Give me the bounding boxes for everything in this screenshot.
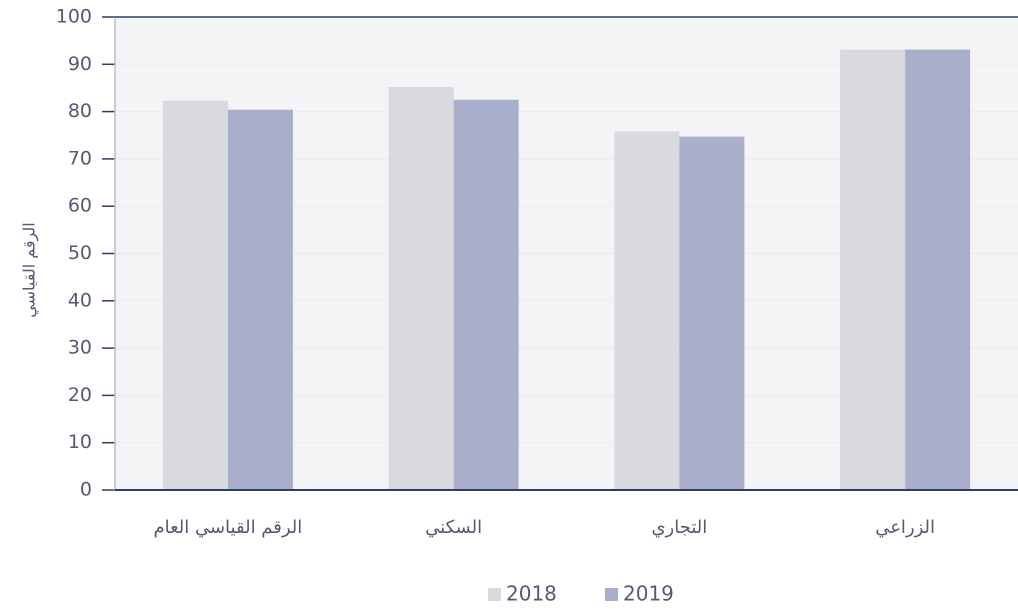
- bar: [227, 109, 293, 490]
- legend-label: 2018: [506, 582, 557, 606]
- bar: [614, 131, 680, 490]
- y-axis-label: الرقم القياسي: [20, 222, 40, 317]
- y-tick-label: 100: [56, 6, 92, 28]
- y-tick-label: 0: [80, 479, 92, 501]
- y-tick-label: 40: [68, 289, 92, 311]
- bar: [905, 49, 971, 491]
- y-tick-label: 20: [68, 384, 92, 406]
- y-tick-label: 10: [68, 431, 92, 453]
- x-tick-label: الزراعي: [875, 517, 935, 538]
- y-tick-label: 70: [68, 147, 92, 169]
- y-tick-label: 90: [68, 53, 92, 75]
- bar: [840, 49, 906, 491]
- x-tick-label: السكني: [425, 517, 482, 538]
- y-tick-label: 80: [68, 100, 92, 122]
- x-tick-label: التجاري: [651, 517, 707, 538]
- legend-swatch: [488, 588, 501, 601]
- bar: [162, 100, 228, 490]
- y-tick-label: 60: [68, 195, 92, 217]
- x-tick-label: الرقم القياسي العام: [153, 517, 302, 538]
- bar: [388, 87, 454, 490]
- legend-label: 2019: [623, 582, 674, 606]
- bar: [679, 136, 745, 490]
- bar: [453, 99, 519, 491]
- y-tick-label: 30: [68, 337, 92, 359]
- legend-swatch: [605, 588, 618, 601]
- y-tick-label: 50: [68, 242, 92, 264]
